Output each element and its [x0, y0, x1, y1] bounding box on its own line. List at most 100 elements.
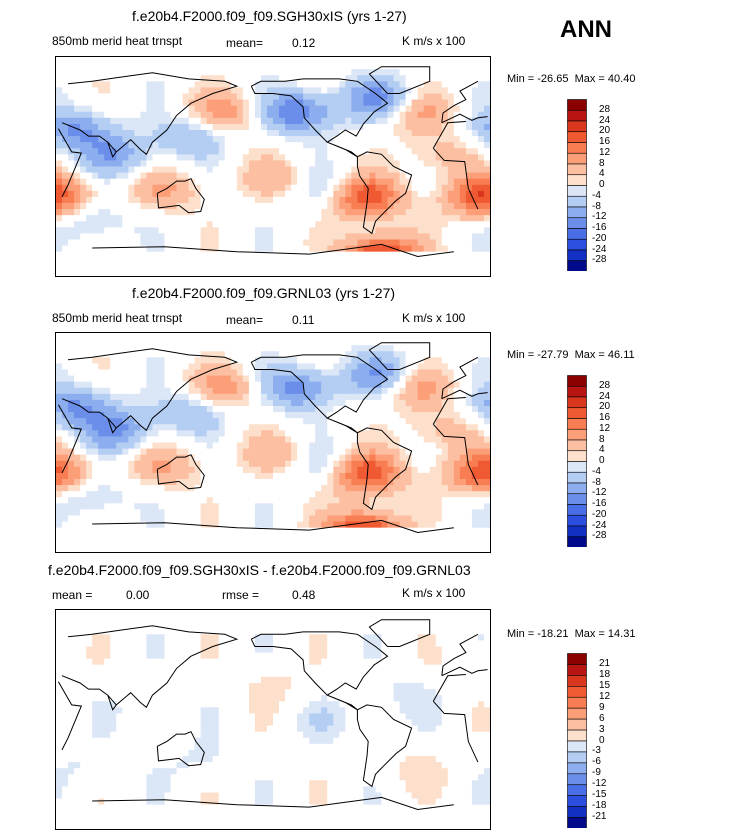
map-cell	[182, 472, 190, 480]
map-cell	[104, 515, 111, 523]
map-cell	[266, 527, 274, 535]
map-cell	[411, 515, 419, 523]
map-cell	[128, 215, 135, 222]
map-cell	[381, 418, 389, 425]
map-cell	[405, 466, 413, 474]
map-cell	[266, 57, 274, 64]
map-cell	[146, 69, 154, 76]
map-cell	[188, 357, 196, 365]
map-cell	[242, 369, 250, 377]
map-cell	[327, 123, 334, 131]
map-cell	[110, 339, 117, 346]
map-cell	[230, 160, 238, 168]
map-cell	[339, 466, 346, 474]
map-cell	[441, 69, 449, 76]
map-cell	[273, 166, 280, 174]
map-cell	[128, 117, 135, 125]
map-cell	[453, 87, 461, 95]
map-cell	[266, 130, 274, 137]
map-cell	[122, 263, 129, 271]
map-cell	[242, 515, 250, 523]
map-cell	[158, 203, 166, 210]
map-cell	[128, 172, 135, 180]
map-cell	[218, 448, 226, 456]
map-cell	[164, 369, 172, 377]
map-cell	[339, 381, 346, 389]
map-cell	[387, 430, 395, 438]
map-cell	[92, 148, 99, 155]
map-cell	[351, 448, 358, 456]
map-cell	[309, 154, 316, 162]
map-cell	[56, 172, 63, 180]
map-cell	[170, 351, 178, 358]
map-cell	[224, 269, 232, 276]
map-cell	[471, 239, 479, 247]
map-cell	[273, 221, 280, 228]
map-cell	[315, 117, 322, 125]
map-cell	[86, 424, 93, 431]
map-cell	[86, 196, 93, 204]
map-cell	[134, 190, 141, 198]
map-cell	[80, 345, 87, 352]
map-cell	[152, 442, 160, 450]
map-cell	[423, 154, 431, 162]
map-cell	[447, 221, 455, 228]
map-cell	[351, 215, 358, 222]
map-cell	[218, 227, 226, 235]
map-cell	[405, 227, 413, 235]
map-cell	[423, 160, 431, 168]
map-cell	[273, 154, 280, 162]
map-cell	[212, 69, 220, 76]
map-cell	[170, 460, 178, 468]
map-cell	[80, 527, 87, 535]
map-cell	[68, 257, 75, 265]
map-cell	[357, 381, 365, 389]
map-cell	[194, 69, 202, 76]
map-cell	[170, 357, 178, 365]
map-cell	[279, 130, 286, 137]
map-cell	[345, 123, 352, 131]
map-cell	[254, 412, 262, 419]
map-cell	[170, 448, 178, 456]
map-cell	[273, 406, 280, 413]
map-cell	[176, 418, 184, 425]
map-cell	[260, 345, 268, 352]
map-cell	[387, 363, 395, 371]
map-cell	[266, 333, 274, 340]
map-cell	[104, 345, 111, 352]
map-cell	[381, 136, 389, 143]
map-cell	[224, 399, 232, 407]
map-cell	[345, 63, 352, 70]
map-cell	[435, 130, 443, 137]
colorbar-svg	[567, 99, 587, 271]
map-cell	[345, 81, 352, 89]
panel-2-min-label: Min =	[507, 349, 538, 361]
map-cell	[351, 190, 358, 198]
map-cell	[429, 227, 437, 235]
map-cell	[447, 515, 455, 523]
map-cell	[315, 399, 322, 407]
map-cell	[158, 105, 166, 113]
map-cell	[98, 245, 105, 253]
map-cell	[351, 387, 358, 395]
map-cell	[303, 412, 310, 419]
map-cell	[459, 233, 467, 241]
map-cell	[194, 57, 202, 64]
map-cell	[345, 215, 352, 222]
map-cell	[116, 393, 123, 401]
map-cell	[212, 357, 220, 365]
map-cell	[429, 485, 437, 492]
map-cell	[212, 363, 220, 371]
map-cell	[393, 93, 401, 101]
map-cell	[459, 351, 467, 358]
map-cell	[224, 406, 232, 413]
map-cell	[477, 215, 485, 222]
map-cell	[152, 399, 160, 407]
map-cell	[128, 412, 135, 419]
map-cell	[399, 142, 407, 149]
map-cell	[104, 239, 111, 247]
map-cell	[351, 263, 358, 271]
map-cell	[182, 257, 190, 265]
map-cell	[242, 491, 250, 498]
map-cell	[303, 381, 310, 389]
